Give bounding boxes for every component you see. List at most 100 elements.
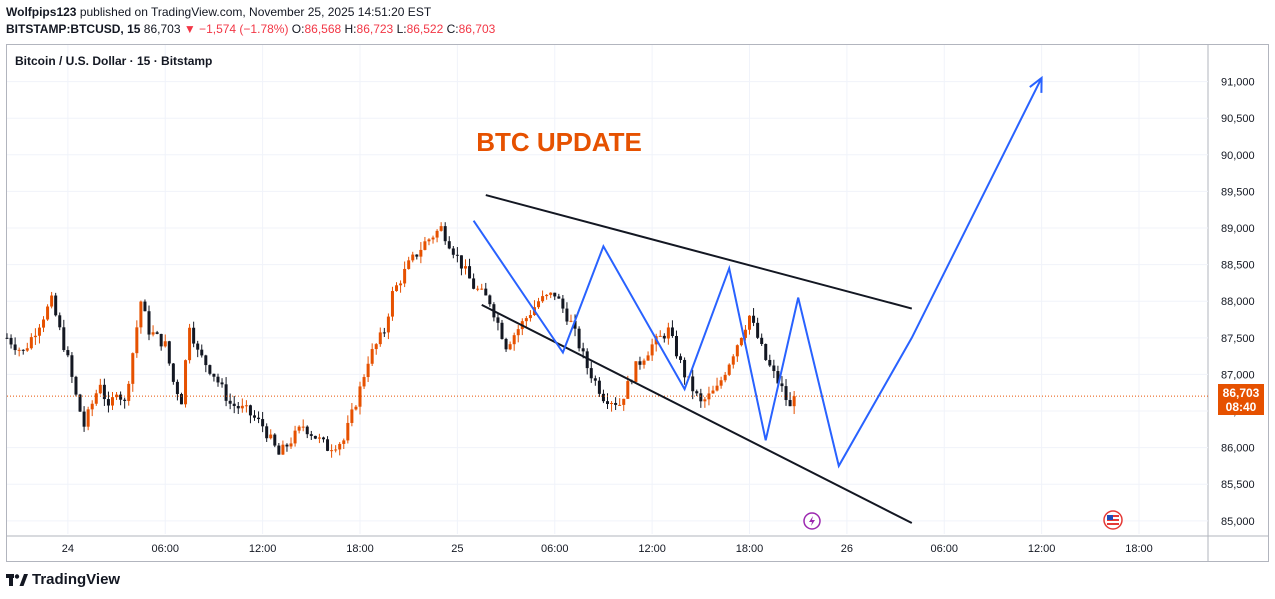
candle-body (110, 397, 114, 406)
candle-body (25, 348, 29, 351)
candle-body (46, 306, 50, 320)
candle-body (139, 301, 143, 328)
candle-body (346, 422, 350, 441)
price-tick-label: 85,000 (1221, 516, 1255, 528)
candle-body (285, 444, 289, 447)
candle-body (707, 393, 711, 400)
author-name[interactable]: Wolfpips123 (6, 5, 77, 19)
candle-body (66, 350, 70, 356)
candle-body (557, 296, 561, 299)
candle-body (451, 248, 455, 255)
grid (7, 45, 1268, 561)
candle-body (358, 386, 362, 407)
candle-body (188, 327, 192, 361)
candle-body (366, 363, 370, 378)
candle-body (106, 399, 110, 406)
candle-body (760, 337, 764, 344)
price-tick-label: 88,000 (1221, 296, 1255, 308)
candle-body (354, 406, 358, 410)
candle-body (573, 320, 577, 329)
candle-body (650, 344, 654, 356)
low-value: 86,522 (406, 22, 444, 36)
candle-body (569, 320, 573, 322)
candle-body (512, 335, 516, 345)
candle-body (500, 322, 504, 339)
symbol-legend[interactable]: Bitcoin / U.S. Dollar · 15 · Bitstamp (15, 54, 213, 68)
candle-body (646, 355, 650, 361)
candle-body (277, 445, 281, 455)
price-tick-label: 88,500 (1221, 260, 1255, 272)
candle-body (784, 386, 788, 401)
candle-body (447, 241, 451, 249)
candle-body (62, 327, 66, 351)
bar-countdown: 08:40 (1225, 400, 1257, 414)
candle-body (537, 301, 541, 308)
candle-body (382, 332, 386, 334)
candle-body (670, 327, 674, 336)
candle-body (764, 343, 768, 360)
candle-body (395, 285, 399, 292)
time-tick-label: 06:00 (931, 543, 959, 555)
candle-body (228, 400, 232, 404)
candle-body (642, 360, 646, 365)
candle-body (415, 254, 419, 257)
candle-body (399, 283, 403, 286)
open-label: O: (291, 22, 305, 36)
time-tick-label: 26 (841, 543, 853, 555)
close-label: C: (446, 22, 459, 36)
candle-body (50, 295, 54, 307)
candle-body (253, 415, 257, 418)
candle-body (123, 399, 127, 401)
candle-body (147, 311, 151, 335)
candle-body (614, 402, 618, 405)
candle-body (297, 426, 301, 431)
time-tick-label: 06:00 (541, 543, 569, 555)
candle-body (553, 292, 557, 297)
candle-body (378, 332, 382, 345)
candle-body (330, 450, 334, 452)
candle-body (739, 337, 743, 346)
candle-body (748, 315, 752, 330)
candle-body (711, 390, 715, 394)
candle-body (321, 437, 325, 440)
candle-body (443, 226, 447, 242)
candle-body (248, 405, 252, 416)
candle-body (780, 383, 784, 387)
candle-body (541, 296, 545, 302)
candle-body (102, 384, 106, 400)
candle-body (411, 254, 415, 261)
candle-body (658, 335, 662, 337)
time-axis[interactable]: 24 06:00 12:00 18:00 25 06:00 12:00 18:00 26 06:0… (62, 543, 1153, 555)
trendline-lower (481, 303, 913, 524)
candle-body (727, 364, 731, 375)
price-axis[interactable]: 85,00085,50086,00086,50087,00087,50088,0… (1221, 77, 1255, 528)
candle-body (403, 268, 407, 284)
candle-body (135, 327, 139, 354)
candle-body (504, 338, 508, 350)
candle-body (326, 439, 330, 451)
tradingview-footer[interactable]: TradingView (6, 571, 120, 588)
ohlc-header: BITSTAMP:BTCUSD, 15 86,703 ▼ −1,574 (−1.… (6, 22, 495, 36)
last-price-tag: 86,703 08:40 (1218, 384, 1264, 415)
candle-body (309, 434, 313, 436)
candle-body (281, 444, 285, 455)
candle-body (662, 335, 666, 339)
open-value: 86,568 (304, 22, 342, 36)
candle-body (163, 341, 167, 347)
candle-body (338, 443, 342, 450)
symbol-text: BITSTAMP:BTCUSD, 15 (6, 22, 141, 36)
candle-body (674, 335, 678, 357)
price-tick-label: 85,500 (1221, 479, 1255, 491)
btc-update-annotation[interactable]: BTC UPDATE (476, 127, 642, 157)
projection-arrowhead (1029, 75, 1043, 93)
candle-body (756, 322, 760, 338)
close-value: 86,703 (458, 22, 496, 36)
candle-body (597, 380, 601, 394)
candle-body (131, 353, 135, 384)
lightning-icon[interactable] (803, 512, 821, 530)
candle-body (86, 409, 90, 427)
candle-body (236, 406, 240, 409)
us-flag-icon[interactable] (1103, 510, 1123, 530)
candle-body (334, 449, 338, 451)
